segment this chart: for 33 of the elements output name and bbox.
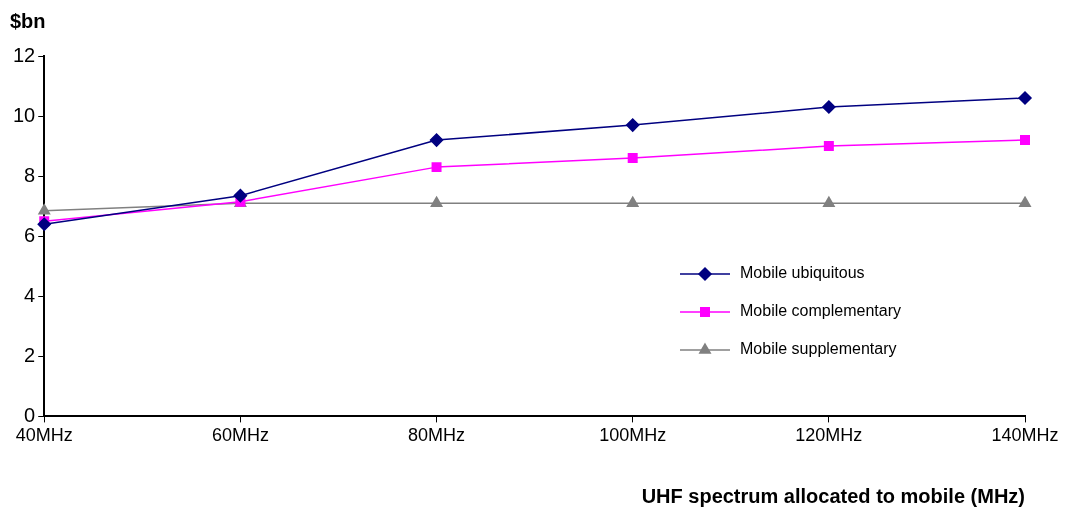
legend-label: Mobile complementary <box>740 302 901 320</box>
point <box>1020 135 1030 146</box>
x-tick-label: 140MHz <box>991 425 1059 446</box>
y-tick-label: 0 <box>24 403 36 426</box>
point <box>429 133 444 147</box>
point <box>431 162 442 173</box>
legend-label: Mobile ubiquitous <box>740 264 865 282</box>
y-tick-label: 12 <box>13 43 36 66</box>
y-tick-label: 10 <box>13 103 36 126</box>
point <box>823 141 834 152</box>
point <box>627 153 638 164</box>
x-tick-label: 120MHz <box>795 425 863 446</box>
y-tick-label: 8 <box>24 163 36 186</box>
y-axis-title: $bn <box>10 9 46 32</box>
point <box>1019 196 1031 207</box>
point <box>1018 91 1032 105</box>
x-tick-label: 60MHz <box>211 425 269 446</box>
y-tick-label: 2 <box>24 343 36 366</box>
legend-label: Mobile supplementary <box>740 340 897 358</box>
y-tick-label: 4 <box>24 283 36 306</box>
point <box>625 118 640 132</box>
point <box>822 100 836 114</box>
y-tick-label: 6 <box>24 223 36 246</box>
point <box>37 217 51 231</box>
x-tick-label: 80MHz <box>408 425 466 446</box>
point <box>233 188 248 203</box>
x-axis-title: UHF spectrum allocated to mobile (MHz) <box>641 484 1025 507</box>
point <box>430 196 443 207</box>
point <box>626 196 639 207</box>
x-tick-label: 40MHz <box>15 425 73 446</box>
x-tick-label: 100MHz <box>599 425 667 446</box>
point <box>822 196 835 207</box>
point <box>38 203 51 215</box>
